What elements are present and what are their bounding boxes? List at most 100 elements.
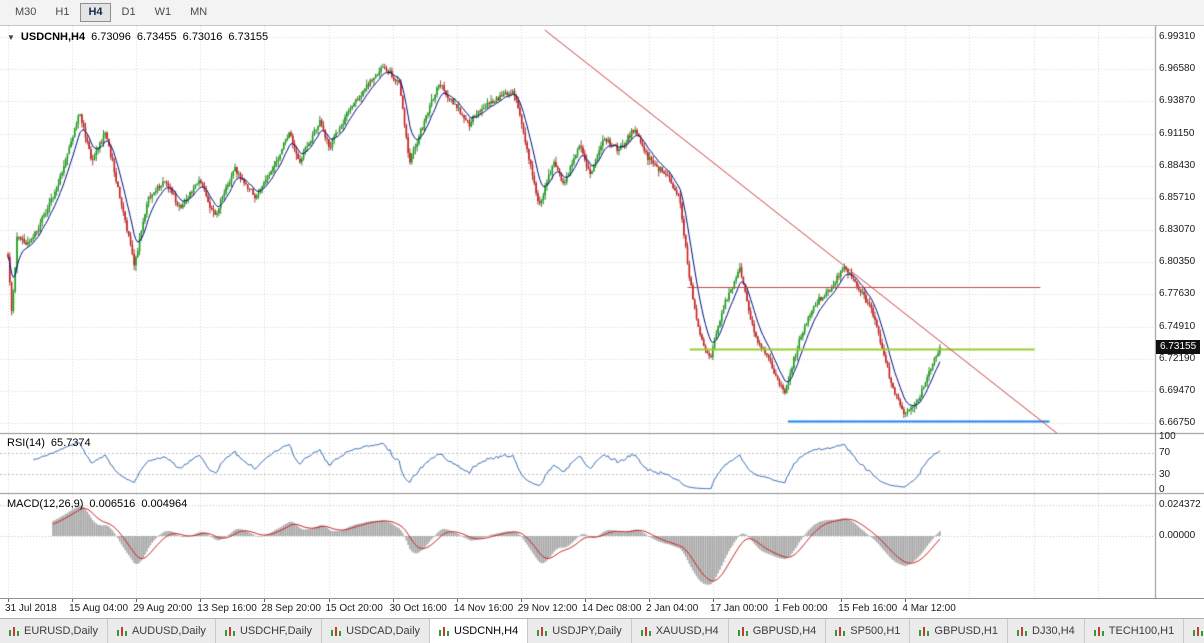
- rsi-current-value: 65.7374: [50, 437, 91, 449]
- tab-label: USDJPY,Daily: [552, 625, 622, 637]
- time-axis-label: 17 Jan 00:00: [710, 603, 768, 614]
- time-axis-label: 14 Dec 08:00: [581, 603, 642, 614]
- time-axis-label: 30 Oct 16:00: [389, 603, 447, 614]
- timeframe-button-mn[interactable]: MN: [182, 3, 215, 22]
- time-axis-tick: [328, 599, 330, 602]
- ohlc-high-value: 6.73455: [136, 31, 177, 43]
- timeframe-button-h4[interactable]: H4: [80, 3, 111, 22]
- time-axis-tick: [264, 599, 266, 602]
- tab-ukoil[interactable]: UKOil,: [1184, 619, 1204, 643]
- rsi-name: RSI(14): [7, 437, 45, 449]
- price-axis-label: 6.96580: [1159, 63, 1196, 75]
- mini-chart-icon: [537, 626, 548, 636]
- mini-chart-icon: [1193, 626, 1204, 636]
- price-axis-label: 6.66750: [1159, 417, 1196, 428]
- current-price-badge: 6.73155: [1156, 340, 1201, 354]
- tab-label: GBPUSD,H1: [934, 625, 998, 637]
- timeframe-button-h1[interactable]: H1: [47, 3, 77, 22]
- timeframe-button-m30[interactable]: M30: [7, 3, 44, 22]
- tab-usdjpy-daily[interactable]: USDJPY,Daily: [528, 619, 632, 643]
- mini-chart-icon: [1017, 626, 1027, 636]
- macd-signal-value: 0.004964: [141, 498, 188, 510]
- time-axis-tick: [905, 599, 907, 602]
- macd-indicator-label: MACD(12,26,9) 0.006516 0.004964: [7, 498, 187, 510]
- time-axis-tick: [841, 599, 843, 602]
- rsi-indicator-label: RSI(14) 65.7374: [7, 437, 91, 449]
- time-axis-label: 4 Mar 12:00: [902, 603, 956, 614]
- price-axis-label: 6.91150: [1159, 127, 1195, 139]
- chart-symbol-period: USDCNH,H4: [20, 31, 86, 43]
- price-axis-label: 6.83070: [1159, 224, 1196, 235]
- tab-label: XAUUSD,H4: [655, 625, 719, 637]
- macd-axis-label: 0.00000: [1159, 530, 1196, 541]
- rsi-axis-label: 100: [1159, 431, 1176, 442]
- mini-chart-icon: [9, 626, 19, 636]
- time-axis-label: 28 Sep 20:00: [261, 603, 321, 614]
- time-axis-label: 15 Oct 20:00: [325, 603, 383, 614]
- tab-label: EURUSD,Daily: [24, 625, 98, 637]
- price-axis-label: 6.72190: [1159, 352, 1196, 364]
- time-axis-label: 1 Feb 00:00: [774, 603, 828, 614]
- timeframe-button-d1[interactable]: D1: [114, 3, 144, 22]
- ohlc-open-value: 6.73096: [91, 31, 131, 43]
- tab-xauusd-h4[interactable]: XAUUSD,H4: [632, 619, 729, 643]
- tab-usdcad-daily[interactable]: USDCAD,Daily: [322, 619, 431, 643]
- price-axis-label: 6.85710: [1159, 191, 1196, 203]
- mini-chart-icon: [737, 626, 748, 636]
- time-axis-tick: [520, 599, 522, 602]
- rsi-axis-label: 0: [1159, 484, 1165, 495]
- tab-gbpusd-h4[interactable]: GBPUSD,H4: [729, 619, 827, 643]
- price-axis-label: 6.69470: [1159, 384, 1196, 396]
- rsi-axis-label: 30: [1159, 469, 1171, 480]
- tab-label: USDCAD,Daily: [346, 625, 421, 637]
- time-axis-label: 13 Sep 16:00: [197, 603, 257, 614]
- chart-tab-bar: EURUSD,Daily AUDUSD,Daily USDCHF,Daily USDC…: [0, 618, 1204, 643]
- macd-name: MACD(12,26,9): [7, 498, 84, 510]
- tab-dj30-h4[interactable]: DJ30,H4: [1008, 619, 1085, 643]
- chart-header: ▼ USDCNH,H4 6.73096 6.73455 6.73016 6.73…: [7, 31, 268, 43]
- time-axis: 31 Jul 2018 15 Aug 04:00 29 Aug 20:00 13 Se…: [0, 598, 1204, 618]
- ohlc-close-value: 6.73155: [228, 31, 269, 43]
- time-axis-tick: [584, 599, 586, 602]
- tab-eurusd-daily[interactable]: EURUSD,Daily: [0, 619, 108, 643]
- price-axis-label: 6.88430: [1159, 159, 1196, 171]
- tab-label: USDCNH,H4: [454, 625, 519, 637]
- time-axis-label: 15 Aug 04:00: [69, 603, 129, 614]
- ohlc-low-value: 6.73016: [182, 31, 223, 43]
- timeframe-toolbar: M30 H1 H4 D1 W1 MN: [0, 0, 1204, 26]
- mini-chart-icon: [224, 626, 235, 636]
- mini-chart-icon: [1093, 626, 1104, 636]
- mini-chart-icon: [640, 626, 651, 636]
- price-axis-label: 6.77630: [1159, 288, 1196, 300]
- tab-usdcnh-h4[interactable]: USDCNH,H4: [430, 619, 529, 643]
- price-axis-label: 6.74910: [1159, 320, 1196, 332]
- tab-audusd-daily[interactable]: AUDUSD,Daily: [108, 619, 216, 643]
- tab-label: DJ30,H4: [1032, 625, 1075, 637]
- macd-axis-label: 0.024372: [1159, 499, 1201, 510]
- tab-usdchf-daily[interactable]: USDCHF,Daily: [216, 619, 323, 643]
- tab-tech100-h1[interactable]: TECH100,H1: [1085, 619, 1185, 643]
- price-axis-label: 6.99310: [1159, 31, 1196, 42]
- timeframe-button-w1[interactable]: W1: [147, 3, 180, 22]
- mini-chart-icon: [835, 626, 846, 636]
- time-axis-tick: [72, 599, 74, 602]
- price-chart-canvas[interactable]: [0, 26, 1204, 598]
- price-axis-label: 6.80350: [1159, 256, 1196, 268]
- time-axis-label: 29 Nov 12:00: [517, 603, 578, 614]
- price-axis-label: 6.93870: [1159, 95, 1196, 107]
- tab-label: USDCHF,Daily: [239, 625, 313, 637]
- time-axis-tick: [456, 599, 458, 602]
- time-axis-tick: [200, 599, 202, 602]
- time-axis-label: 2 Jan 04:00: [646, 603, 699, 614]
- chart-collapse-icon[interactable]: ▼: [7, 32, 15, 42]
- tab-sp500-h1[interactable]: SP500,H1: [826, 619, 911, 643]
- time-axis-label: 14 Nov 16:00: [453, 603, 514, 614]
- tab-label: AUDUSD,Daily: [131, 625, 206, 637]
- tab-label: GBPUSD,H4: [752, 625, 817, 637]
- time-axis-tick: [8, 599, 9, 602]
- time-axis-tick: [649, 599, 650, 602]
- macd-main-value: 0.006516: [89, 498, 136, 510]
- tab-gbpusd-h1[interactable]: GBPUSD,H1: [910, 619, 1008, 643]
- time-axis-tick: [392, 599, 394, 602]
